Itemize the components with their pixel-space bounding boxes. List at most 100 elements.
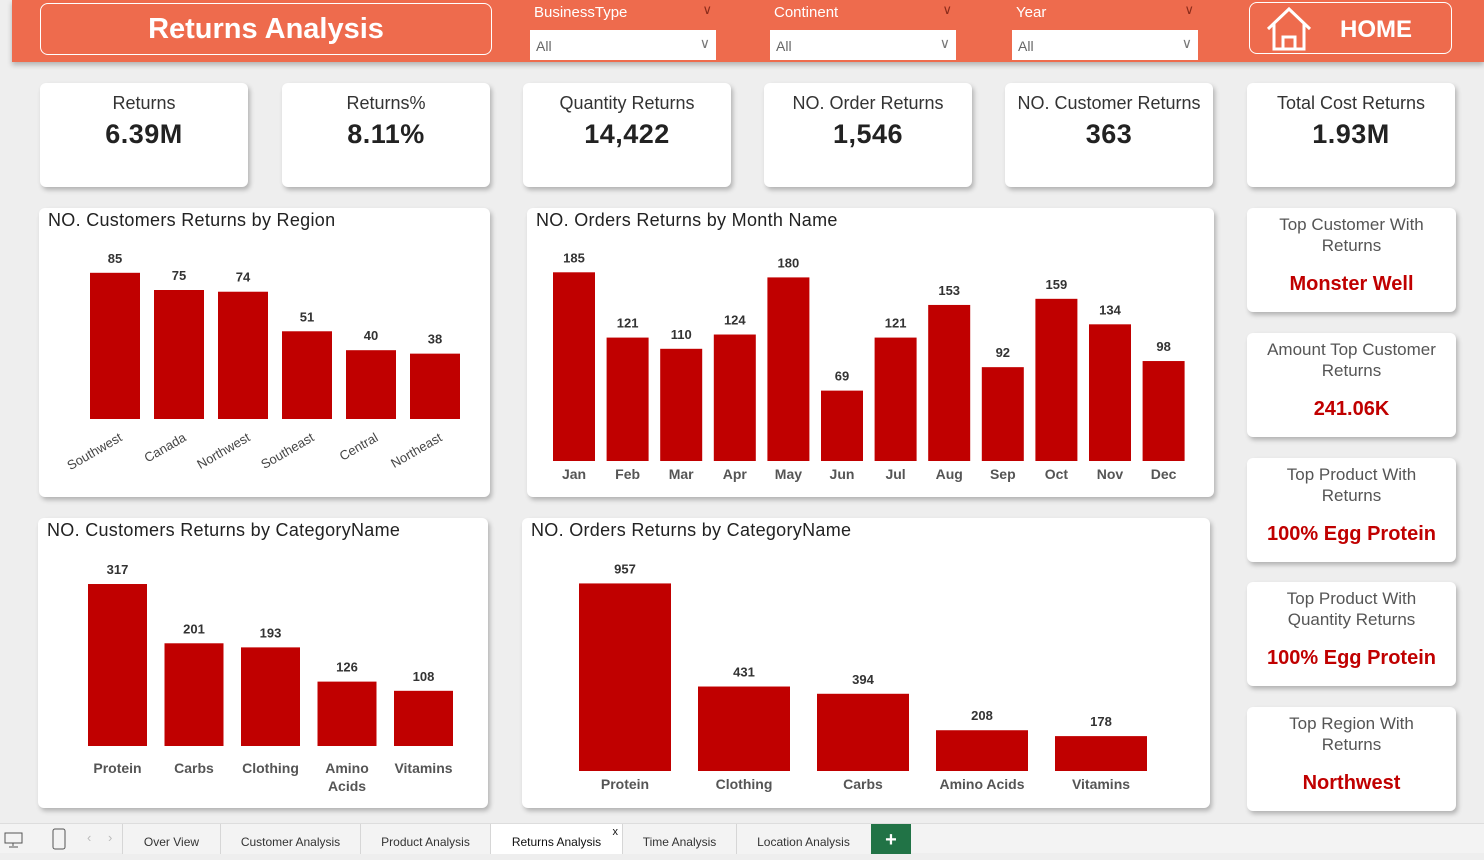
chart-plot: 957 Protein 431 Clothing 394 Carbs 208 Amino Ac… (579, 561, 1147, 792)
category-label: Central (337, 430, 381, 464)
bar[interactable] (928, 304, 971, 461)
kpi-value: 1,546 (832, 119, 904, 149)
bar[interactable] (317, 681, 377, 746)
bar[interactable] (346, 350, 396, 419)
year-dropdown[interactable]: All ∨ (1012, 30, 1198, 60)
tab-label: Product Analysis (381, 835, 470, 849)
kpi-title: NO. Order Returns (792, 93, 944, 113)
bar[interactable] (410, 353, 460, 419)
chevron-down-icon[interactable]: ∨ (942, 2, 952, 17)
kpi-card: Returns 6.39M (40, 83, 248, 187)
close-tab-icon[interactable]: x (612, 826, 619, 838)
bar[interactable] (817, 693, 909, 771)
category-label: Canada (142, 429, 190, 465)
bar[interactable] (218, 291, 268, 419)
bar[interactable] (282, 331, 332, 419)
bar[interactable] (713, 334, 756, 461)
add-page-button[interactable]: + (871, 824, 911, 854)
category-label: Clothing (242, 760, 299, 776)
bar[interactable] (1142, 361, 1185, 461)
chart-plot: 317 Protein 201 Carbs 193 Clothing 126 Amino Aci… (88, 562, 453, 794)
summary-card: Top Region With Returns Northwest (1247, 707, 1456, 811)
bar[interactable] (660, 348, 703, 461)
chart-title: NO. Customers Returns by Region (48, 210, 336, 230)
category-label: Clothing (716, 776, 773, 792)
chevron-down-icon[interactable]: ∨ (702, 2, 712, 17)
bar[interactable] (90, 272, 140, 419)
data-label: 957 (614, 561, 636, 576)
kpi-card: Quantity Returns 14,422 (523, 83, 731, 187)
kpi-card: NO. Customer Returns 363 (1005, 83, 1213, 187)
category-label: May (775, 466, 802, 482)
tab-over-view[interactable]: Over View (122, 824, 220, 854)
data-label: 98 (1156, 339, 1170, 354)
category-label: Carbs (843, 776, 883, 792)
home-button[interactable]: HOME (1249, 2, 1452, 54)
scroll-right-icon[interactable]: › (108, 830, 113, 845)
data-label: 394 (852, 672, 874, 687)
bar[interactable] (698, 686, 790, 771)
dropdown-value: All (1018, 38, 1034, 54)
summary-title: Amount Top Customer Returns (1267, 340, 1436, 380)
bar[interactable] (874, 337, 917, 461)
businesstype-dropdown[interactable]: All ∨ (530, 30, 716, 60)
bar[interactable] (821, 390, 863, 461)
mobile-view-icon[interactable] (52, 828, 66, 850)
bar[interactable] (936, 730, 1028, 771)
chart-title: NO. Orders Returns by CategoryName (531, 520, 852, 540)
filter-label: Year (1016, 4, 1047, 21)
order-category-chart: 957 Protein 431 Clothing 394 Carbs 208 Amino Ac… (522, 518, 1210, 808)
bar[interactable] (394, 690, 453, 746)
data-label: 126 (336, 660, 358, 675)
category-label: Northwest (194, 429, 253, 471)
desktop-view-icon[interactable] (4, 832, 24, 848)
bar[interactable] (164, 643, 224, 746)
tab-customer-analysis[interactable]: Customer Analysis (220, 824, 360, 854)
data-label: 74 (236, 270, 251, 285)
tab-time-analysis[interactable]: Time Analysis (622, 824, 736, 854)
category-label: Amino Acids (939, 776, 1024, 792)
kpi-card: NO. Order Returns 1,546 (764, 83, 972, 187)
continent-dropdown[interactable]: All ∨ (770, 30, 956, 60)
category-label: Carbs (174, 760, 214, 776)
tab-label: Location Analysis (757, 835, 850, 849)
data-label: 159 (1046, 277, 1068, 292)
dropdown-value: All (536, 38, 552, 54)
tab-product-analysis[interactable]: Product Analysis (360, 824, 490, 854)
bar[interactable] (1089, 324, 1131, 461)
bar[interactable] (154, 290, 204, 419)
bar[interactable] (241, 647, 300, 746)
summary-title: Top Region With Returns (1289, 714, 1414, 754)
category-label: Vitamins (1072, 776, 1130, 792)
chevron-down-icon[interactable]: ∨ (1184, 2, 1194, 17)
region-chart: 85 Southwest 75 Canada 74 Northwest 51 Southeas… (39, 208, 490, 497)
category-label: Apr (723, 466, 748, 482)
tab-returns-analysis[interactable]: Returns Analysis x (490, 824, 622, 854)
bar[interactable] (1055, 736, 1147, 771)
bar[interactable] (88, 584, 147, 746)
summary-title: Top Product With Quantity Returns (1286, 589, 1417, 629)
kpi-value: 14,422 (584, 119, 670, 149)
category-label: Vitamins (394, 760, 452, 776)
data-label: 121 (617, 316, 639, 331)
tab-location-analysis[interactable]: Location Analysis (736, 824, 870, 854)
customer-category-chart: 317 Protein 201 Carbs 193 Clothing 126 Amino Aci… (38, 518, 488, 808)
bar[interactable] (1035, 298, 1078, 461)
filter-label: BusinessType (534, 4, 628, 21)
bar[interactable] (553, 272, 595, 461)
category-label: Dec (1151, 466, 1177, 482)
kpi-title: NO. Customer Returns (1017, 93, 1201, 113)
bar[interactable] (579, 583, 671, 771)
category-label: Southwest (64, 429, 124, 473)
data-label: 180 (778, 255, 800, 270)
summary-card: Top Customer With Returns Monster Well (1247, 208, 1456, 312)
tab-label: Returns Analysis (511, 835, 602, 849)
category-label: Northeast (388, 429, 445, 470)
bar[interactable] (981, 367, 1024, 461)
chevron-down-icon: ∨ (699, 35, 710, 51)
scroll-left-icon[interactable]: ‹ (87, 830, 92, 845)
kpi-title: Returns% (346, 93, 426, 113)
bar[interactable] (767, 277, 810, 461)
kpi-value: 6.39M (105, 119, 183, 149)
bar[interactable] (606, 337, 649, 461)
